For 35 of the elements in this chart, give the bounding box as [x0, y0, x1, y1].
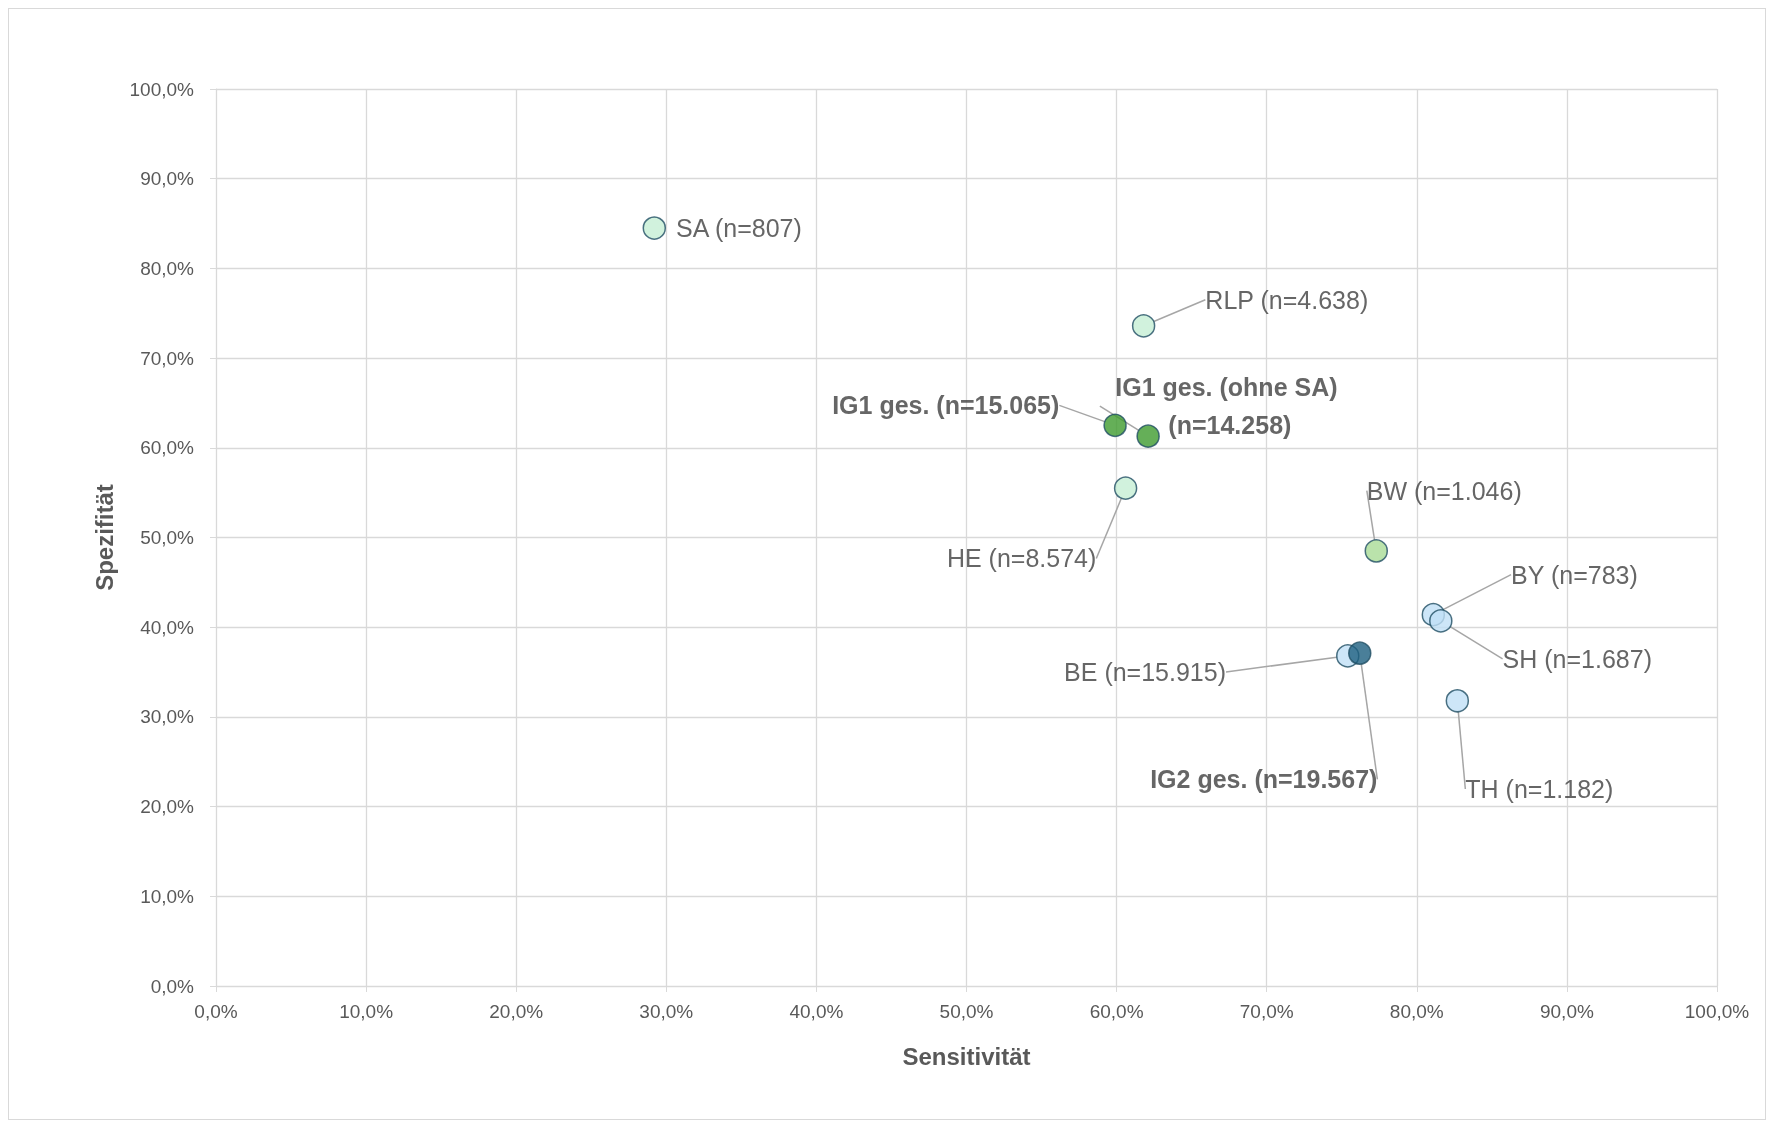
- text: IG2 ges. (n=19.567): [1150, 765, 1378, 794]
- y-tick-label: 70,0%: [140, 347, 195, 369]
- x-tick-label: 60,0%: [1089, 1001, 1144, 1022]
- series-label: SA (n=807): [676, 214, 802, 243]
- x-tick-label: 70,0%: [1239, 1001, 1294, 1022]
- x-tick-label: 80,0%: [1389, 1001, 1444, 1022]
- x-tick-label: 10,0%: [339, 1001, 394, 1022]
- series-label: IG1 ges. (ohne SA) (n=14.258): [1115, 373, 1345, 440]
- text: SH (n=1.687): [1502, 644, 1652, 673]
- x-tick-label: 50,0%: [939, 1001, 994, 1022]
- y-tick-label: 50,0%: [140, 527, 195, 548]
- y-tick-label: 30,0%: [140, 706, 195, 728]
- text: TH (n=1.182): [1465, 775, 1614, 803]
- y-axis-title: Spezifität: [90, 484, 118, 591]
- x-tick-label: 40,0%: [789, 1001, 844, 1022]
- x-tick-label: 20,0%: [489, 1001, 544, 1022]
- y-tick-label: 20,0%: [140, 796, 195, 818]
- series-label: BW (n=1.046): [1366, 476, 1522, 505]
- y-tick-label: 60,0%: [140, 437, 195, 459]
- x-axis-title: Sensitivität: [902, 1042, 1031, 1070]
- y-tick-label: 90,0%: [140, 168, 195, 190]
- x-tick-label: 100,0%: [1684, 1001, 1750, 1022]
- y-tick-label: 0,0%: [150, 975, 195, 997]
- text: HE (n=8.574): [946, 544, 1097, 573]
- series-label: IG1 ges. (n=15.065): [832, 391, 1060, 420]
- x-tick-label: 0,0%: [194, 1001, 238, 1022]
- y-tick-label: 40,0%: [140, 616, 195, 638]
- y-tick-label: 100,0%: [129, 78, 195, 100]
- y-tick-label: 10,0%: [140, 885, 195, 907]
- text: BY (n=783): [1511, 560, 1638, 589]
- text: RLP (n=4.638): [1205, 285, 1369, 314]
- x-tick-label: 90,0%: [1539, 1001, 1594, 1022]
- x-tick-label: 30,0%: [639, 1001, 694, 1022]
- y-tick-label: 80,0%: [140, 257, 195, 279]
- text: BE (n=15.915): [1064, 657, 1226, 686]
